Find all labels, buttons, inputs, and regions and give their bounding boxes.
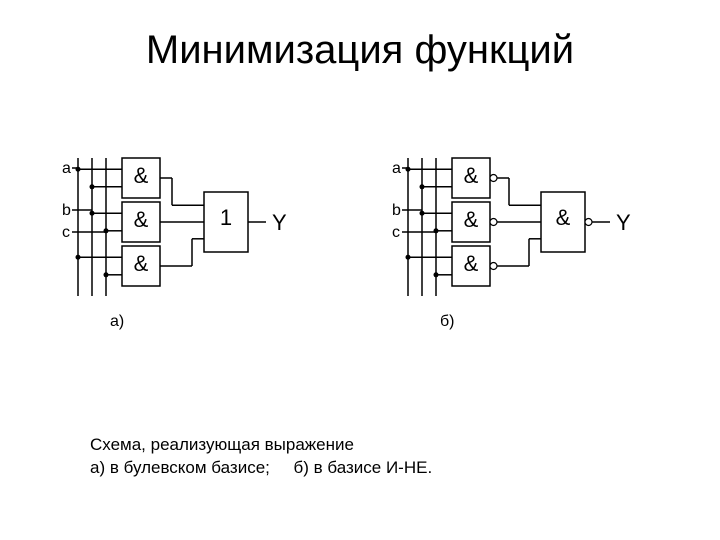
svg-text:Y: Y (616, 210, 631, 235)
svg-text:c: c (392, 224, 400, 241)
svg-text:&: & (464, 207, 479, 232)
caption: Схема, реализующая выражение а) в булевс… (90, 434, 432, 480)
page-title: Минимизация функций (0, 0, 720, 73)
svg-text:a: a (62, 160, 71, 177)
caption-line-1: Схема, реализующая выражение (90, 434, 432, 457)
svg-text:&: & (134, 207, 149, 232)
svg-text:1: 1 (220, 205, 232, 230)
svg-text:&: & (134, 163, 149, 188)
diagram-area: abc&&&1Yа)abc&&&&Yб) (0, 140, 720, 400)
svg-text:б): б) (440, 313, 455, 330)
svg-text:a: a (392, 160, 401, 177)
svg-text:&: & (556, 205, 571, 230)
svg-text:&: & (464, 163, 479, 188)
svg-text:&: & (464, 251, 479, 276)
svg-text:b: b (62, 202, 71, 219)
svg-text:Y: Y (272, 210, 287, 235)
svg-text:b: b (392, 202, 401, 219)
caption-line-2: а) в булевском базисе; б) в базисе И-НЕ. (90, 457, 432, 480)
svg-text:c: c (62, 224, 70, 241)
svg-text:а): а) (110, 313, 124, 330)
svg-text:&: & (134, 251, 149, 276)
